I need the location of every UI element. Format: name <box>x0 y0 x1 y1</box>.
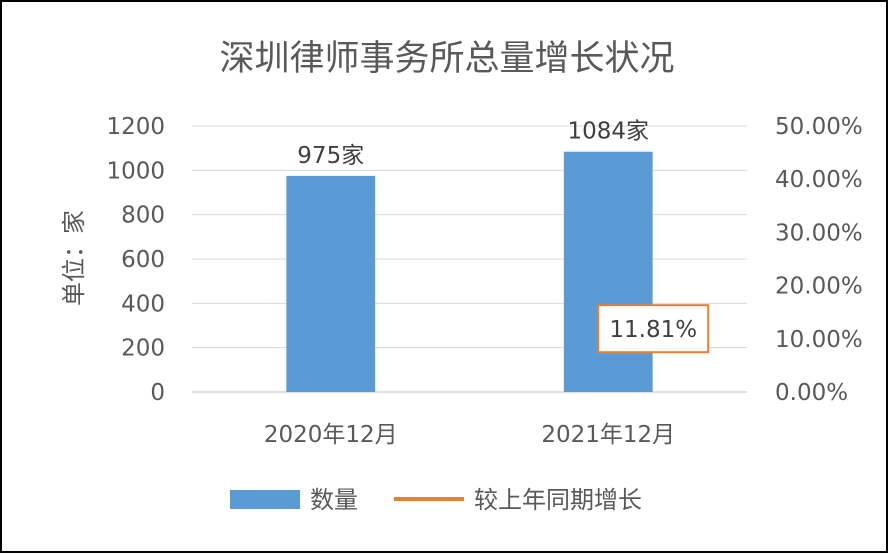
left-tick-label: 1000 <box>106 158 165 184</box>
bar-data-label: 975家 <box>297 143 364 169</box>
left-tick-label: 1200 <box>106 114 165 140</box>
y-axis-label: 单位：家 <box>60 210 88 306</box>
bar-data-label: 1084家 <box>567 119 649 145</box>
right-tick-label: 40.00% <box>775 167 863 193</box>
x-axis-category-labels: 2020年12月 2021年12月 <box>264 422 675 448</box>
bar <box>286 175 376 392</box>
legend-swatch-count <box>230 490 300 509</box>
grid-lines <box>192 125 747 393</box>
right-axis-ticks: 0.00% 10.00% 20.00% 30.00% 40.00% 50.00% <box>775 114 863 406</box>
right-tick-label: 30.00% <box>775 220 863 246</box>
legend-label-count: 数量 <box>310 486 358 514</box>
bar <box>563 151 653 392</box>
growth-label-box <box>597 304 710 354</box>
left-tick-label: 800 <box>121 203 165 229</box>
left-tick-label: 200 <box>121 336 165 362</box>
right-tick-label: 20.00% <box>775 274 863 300</box>
legend: 数量 较上年同期增长 <box>230 486 642 514</box>
left-tick-label: 0 <box>150 380 165 406</box>
category-label: 2020年12月 <box>264 422 398 448</box>
right-tick-label: 10.00% <box>775 327 863 353</box>
bars <box>286 151 653 392</box>
growth-data-label: 11.81% <box>609 317 697 343</box>
left-tick-label: 400 <box>121 291 165 317</box>
right-tick-label: 0.00% <box>775 380 848 406</box>
left-tick-label: 600 <box>121 247 165 273</box>
chart-title: 深圳律师事务所总量增长状况 <box>219 39 674 79</box>
category-label: 2021年12月 <box>541 422 675 448</box>
data-labels: 975家 1084家 11.81% <box>297 119 710 354</box>
left-axis-ticks: 0 200 400 600 800 1000 1200 <box>106 114 165 406</box>
right-tick-label: 50.00% <box>775 114 863 140</box>
legend-label-growth: 较上年同期增长 <box>474 486 642 514</box>
